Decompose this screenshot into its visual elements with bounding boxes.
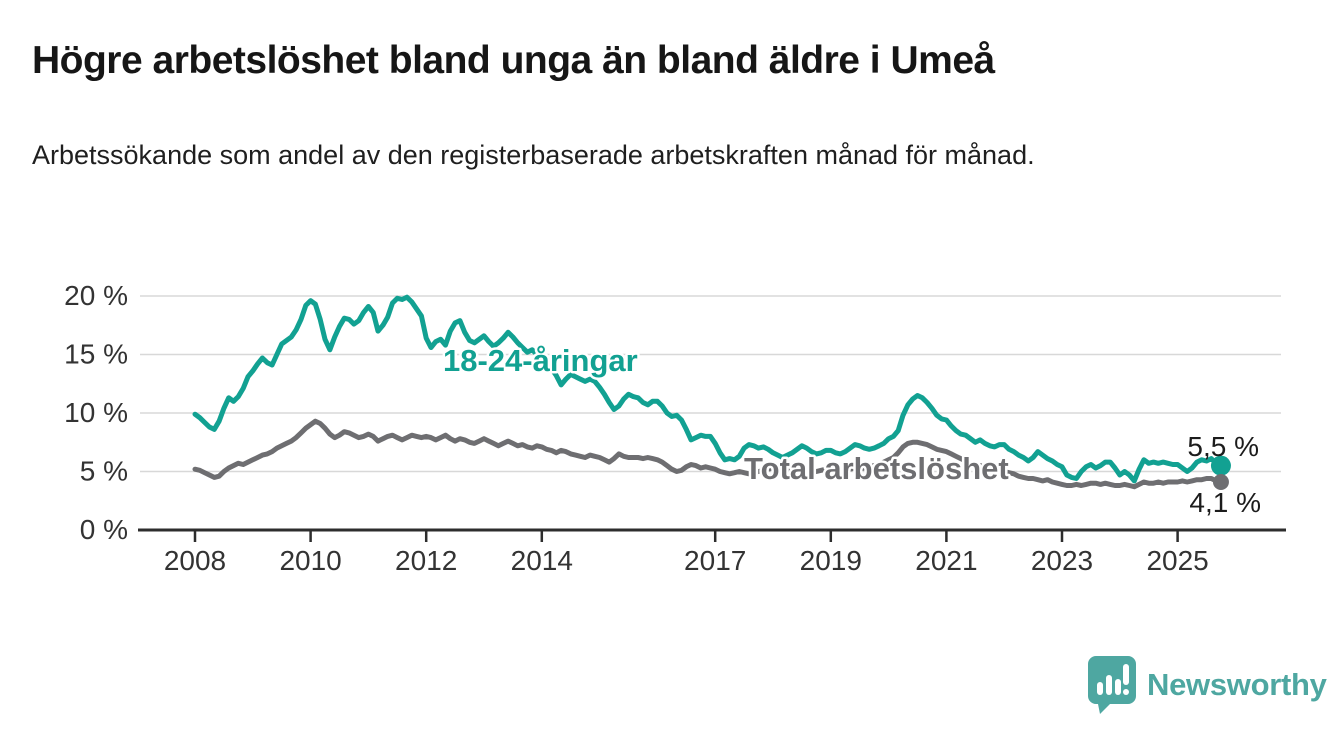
end-dot-total <box>1212 474 1229 491</box>
newsworthy-logo-text: Newsworthy <box>1147 667 1327 702</box>
series-line-youth <box>192 294 1224 484</box>
newsworthy-logo-icon <box>1088 656 1136 714</box>
end-label-total: 4,1 % <box>1189 487 1261 518</box>
x-tick-label: 2008 <box>164 545 226 576</box>
series-label-total: Total arbetslöshet <box>744 451 1009 486</box>
y-tick-label: 15 % <box>64 339 128 370</box>
x-tick-label: 2012 <box>395 545 457 576</box>
end-dot-youth <box>1210 455 1231 476</box>
series-line-total <box>192 418 1224 490</box>
end-label-youth: 5,5 % <box>1187 431 1259 462</box>
x-tick-label: 2025 <box>1146 545 1208 576</box>
x-tick-label: 2023 <box>1031 545 1093 576</box>
y-tick-label: 20 % <box>64 280 128 311</box>
series-label-youth: 18-24-åringar <box>443 343 638 378</box>
x-tick-label: 2019 <box>800 545 862 576</box>
y-tick-label: 10 % <box>64 397 128 428</box>
x-tick-label: 2014 <box>511 545 573 576</box>
y-tick-label: 5 % <box>80 456 128 487</box>
x-tick-label: 2021 <box>915 545 977 576</box>
newsworthy-logo: Newsworthy <box>1086 654 1327 716</box>
x-tick-label: 2017 <box>684 545 746 576</box>
x-tick-label: 2010 <box>279 545 341 576</box>
y-tick-label: 0 % <box>80 514 128 545</box>
chart-subtitle: Arbetssökande som andel av den registerb… <box>32 140 1035 170</box>
chart-title: Högre arbetslöshet bland unga än bland ä… <box>32 39 995 82</box>
